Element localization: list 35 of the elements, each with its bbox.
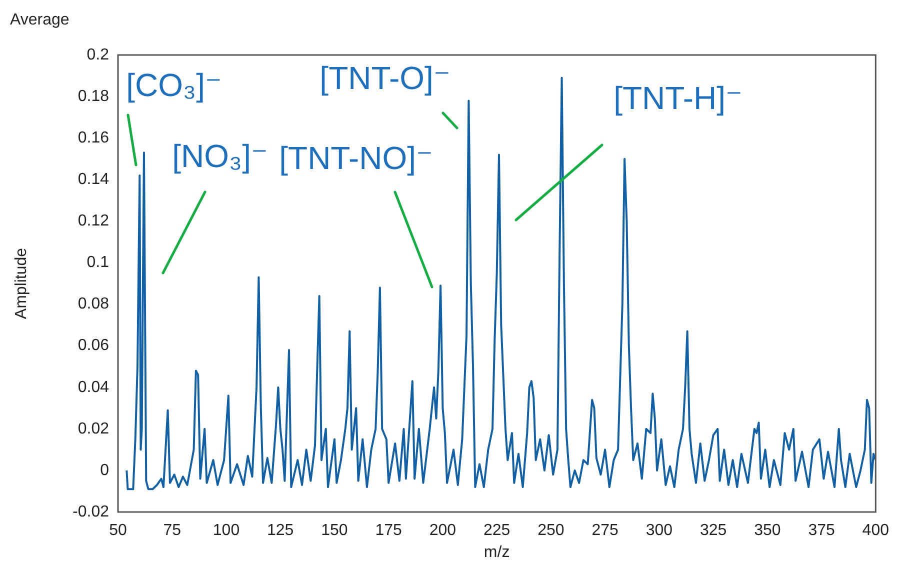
x-tick-label: 300 [646, 522, 673, 540]
y-tick-label: 0 [100, 462, 110, 479]
x-tick-label: 325 [700, 522, 727, 540]
x-axis-title: m/z [484, 544, 510, 561]
y-tick-label: 0.16 [78, 129, 110, 146]
y-tick-label: 0.02 [78, 420, 110, 438]
x-tick-label: 375 [808, 522, 835, 540]
x-tick-label: 225 [483, 522, 510, 540]
annotation: [CO₃]⁻ [126, 66, 222, 103]
x-tick-label: 275 [592, 522, 619, 540]
y-tick-label: 0.04 [78, 378, 110, 396]
x-tick-label: 175 [375, 522, 402, 540]
y-tick-label: 0.14 [78, 171, 110, 188]
x-tick-label: 150 [321, 522, 348, 540]
y-tick-label: 0.08 [78, 296, 110, 313]
annotation: [TNT-H]⁻ [614, 80, 742, 116]
annotation: [NO₃]⁻ [172, 138, 268, 174]
x-tick-label: 125 [267, 522, 294, 540]
x-tick-label: 75 [163, 522, 182, 540]
x-tick-label: 250 [538, 522, 564, 540]
y-tick-label: 0.18 [78, 88, 110, 105]
y-tick-label: 0.06 [78, 337, 110, 354]
x-tick-label: 50 [109, 522, 127, 540]
y-tick-label: -0.02 [72, 503, 110, 520]
annotation: [TNT-O]⁻ [320, 60, 450, 96]
y-axis-title: Amplitude [13, 248, 30, 320]
y-tick-label: 0.12 [78, 212, 110, 230]
x-tick-label: 350 [754, 522, 781, 540]
y-tick-label: 0.2 [86, 46, 110, 64]
x-tick-label: 100 [212, 522, 240, 540]
annotation: [TNT-NO]⁻ [279, 140, 433, 176]
chart-title: Average [10, 11, 70, 28]
x-tick-label: 200 [429, 522, 456, 540]
y-tick-label: 0.1 [86, 254, 110, 272]
x-tick-label: 400 [862, 522, 890, 540]
